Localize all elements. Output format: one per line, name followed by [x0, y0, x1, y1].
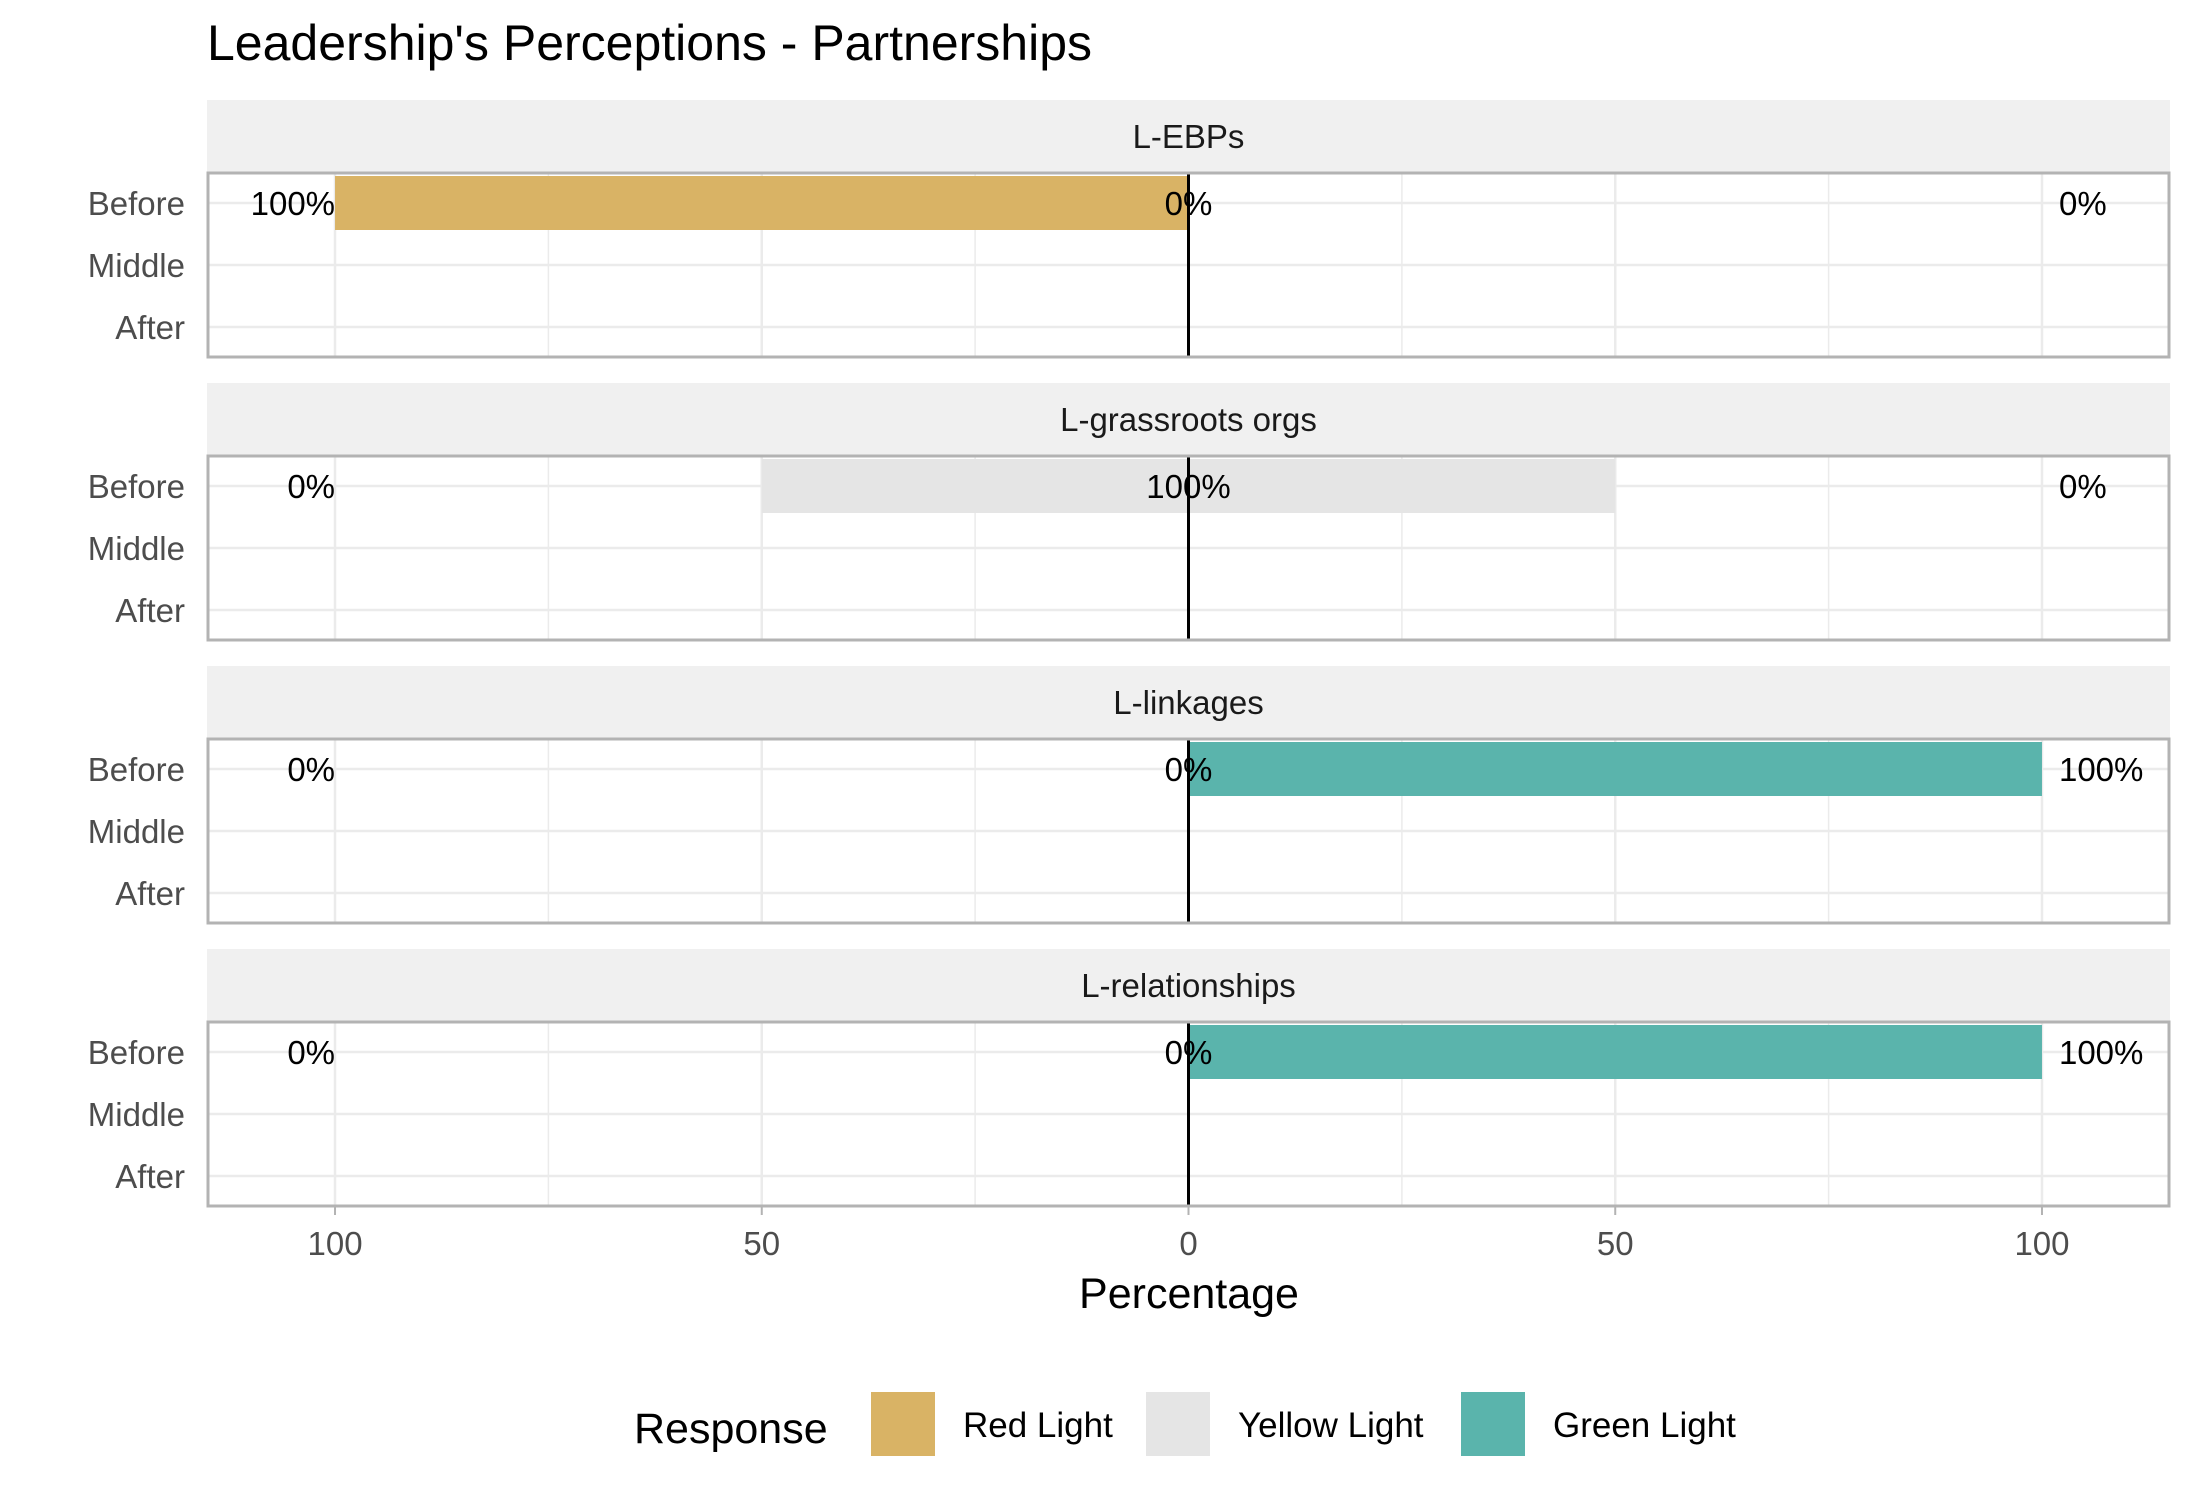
x-tick-label: 100 [307, 1225, 362, 1262]
facet-strip-label: L-EBPs [1133, 118, 1245, 155]
x-tick-label: 50 [743, 1225, 780, 1262]
y-tick-label: Middle [88, 813, 185, 850]
legend-item-label: Yellow Light [1238, 1406, 1424, 1445]
data-label-red: 100% [251, 185, 335, 222]
panel-border [206, 1020, 2171, 1208]
legend-swatch [869, 1390, 937, 1458]
data-label-green: 100% [2059, 751, 2143, 788]
x-axis: 100 50 0 50 100 [307, 1207, 2070, 1262]
facet-strip [207, 949, 2170, 1021]
facet-strip [207, 666, 2170, 738]
y-tick-label: After [115, 1158, 185, 1195]
legend-items: Red Light Yellow Light Green Light [869, 1390, 1736, 1458]
chart-title: Leadership's Perceptions - Partnerships [207, 15, 1092, 71]
data-label-green: 100% [2059, 1034, 2143, 1071]
facet-panels: L-EBPs Before 100% 0% 0% Middle After L-grassro… [88, 100, 2171, 1208]
panel-border [206, 737, 2171, 925]
y-tick-label: Before [88, 751, 185, 788]
x-tick-label: 0 [1179, 1225, 1197, 1262]
data-label-red: 0% [287, 751, 335, 788]
y-tick-label: Before [88, 468, 185, 505]
facet-strip [207, 383, 2170, 455]
facet-strip-label: L-relationships [1081, 967, 1296, 1004]
facet-strip-label: L-grassroots orgs [1060, 401, 1317, 438]
bar-red-light [335, 176, 1189, 230]
legend-swatch [1459, 1390, 1527, 1458]
data-label-red: 0% [287, 468, 335, 505]
y-tick-label: After [115, 309, 185, 346]
panel-border [206, 171, 2171, 359]
y-tick-label: After [115, 592, 185, 629]
bar-green-light [1188, 1025, 2042, 1079]
data-label-red: 0% [287, 1034, 335, 1071]
legend: Response Red Light Yellow Light Green Ligh… [634, 1390, 1736, 1458]
legend-title: Response [634, 1405, 828, 1453]
y-tick-label: Middle [88, 1096, 185, 1133]
legend-item-label: Green Light [1553, 1406, 1736, 1445]
y-tick-label: Before [88, 1034, 185, 1071]
legend-swatch [1144, 1390, 1212, 1458]
legend-item-label: Red Light [963, 1406, 1113, 1445]
panel-border [206, 454, 2171, 642]
y-tick-label: After [115, 875, 185, 912]
bar-green-light [1188, 742, 2042, 796]
facet-strip-label: L-linkages [1113, 684, 1263, 721]
x-tick-label: 100 [2014, 1225, 2069, 1262]
y-tick-label: Before [88, 185, 185, 222]
facet-strip [207, 100, 2170, 172]
x-tick-label: 50 [1597, 1225, 1634, 1262]
x-axis-label: Percentage [1079, 1270, 1299, 1318]
y-tick-label: Middle [88, 530, 185, 567]
data-label-green: 0% [2059, 185, 2107, 222]
data-label-green: 0% [2059, 468, 2107, 505]
y-tick-label: Middle [88, 247, 185, 284]
